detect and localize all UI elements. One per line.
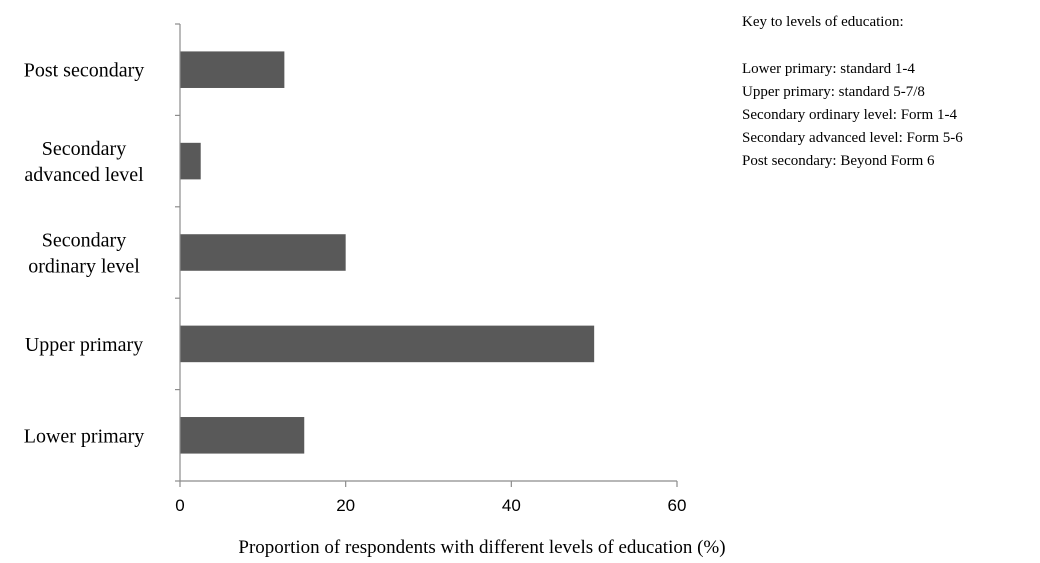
x-tick-label: 60 xyxy=(668,496,687,515)
category-label: ordinary level xyxy=(28,256,140,278)
bar xyxy=(180,142,201,180)
category-label: Post secondary xyxy=(24,60,145,82)
x-tick-label: 20 xyxy=(336,496,355,515)
x-tick-labels: 0 20 40 60 xyxy=(175,496,686,515)
x-tick-label: 0 xyxy=(175,496,184,515)
key-line: Secondary advanced level: Form 5-6 xyxy=(742,130,963,146)
bar xyxy=(180,51,285,88)
bar xyxy=(180,325,595,363)
category-labels: Post secondary Secondary advanced level Sec… xyxy=(24,60,145,448)
bar xyxy=(180,234,346,271)
category-label: Upper primary xyxy=(25,334,143,356)
bar xyxy=(180,417,305,454)
x-axis-title: Proportion of respondents with different… xyxy=(238,537,725,558)
axes-layer xyxy=(175,23,678,487)
key-line: Post secondary: Beyond Form 6 xyxy=(742,153,935,169)
education-key: Key to levels of education: Lower primar… xyxy=(742,14,963,169)
key-title: Key to levels of education: xyxy=(742,14,904,30)
category-label: Lower primary xyxy=(24,425,145,447)
key-line: Lower primary: standard 1-4 xyxy=(742,61,915,77)
key-line: Upper primary: standard 5-7/8 xyxy=(742,84,925,100)
category-label: advanced level xyxy=(24,164,144,186)
category-label: Secondary xyxy=(42,230,126,252)
bars-layer xyxy=(180,51,595,454)
category-label: Secondary xyxy=(42,138,126,160)
key-line: Secondary ordinary level: Form 1-4 xyxy=(742,107,957,123)
x-tick-label: 40 xyxy=(502,496,521,515)
